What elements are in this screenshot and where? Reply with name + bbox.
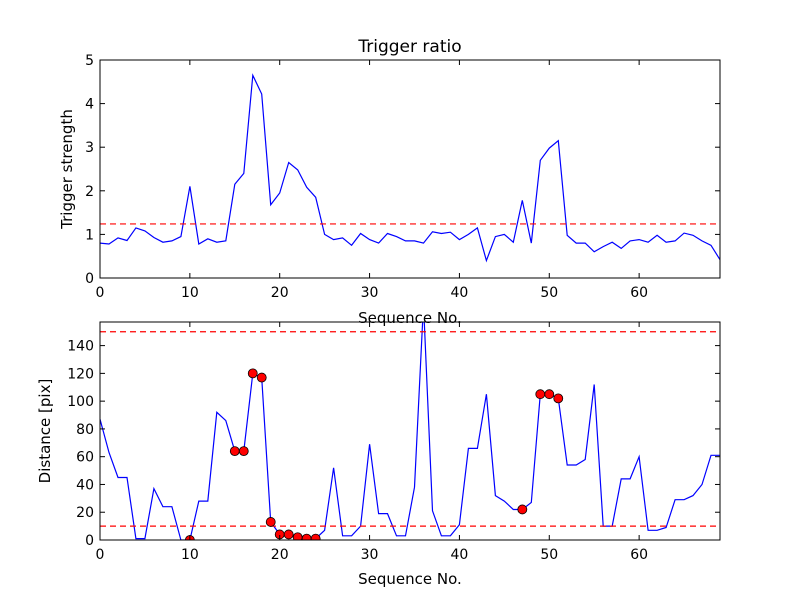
y-axis-label: Distance [pix] bbox=[36, 379, 54, 484]
plot-area bbox=[100, 73, 720, 263]
data-point-marker bbox=[301, 533, 312, 540]
x-tick-label: 10 bbox=[181, 285, 199, 301]
y-tick-label: 60 bbox=[76, 450, 94, 466]
data-point-marker bbox=[517, 504, 528, 515]
distance-chart: Sequence No. Distance [pix] 0 10 20 30 40 50 6… bbox=[36, 321, 721, 588]
x-tick-label: 40 bbox=[451, 547, 469, 563]
x-axis-label: Sequence No. bbox=[358, 570, 462, 588]
data-point-marker bbox=[535, 389, 546, 400]
y-tick-label: 0 bbox=[85, 271, 94, 287]
y-tick-label: 100 bbox=[67, 394, 94, 410]
y-axis-label: Trigger strength bbox=[58, 109, 76, 230]
x-tick-label: 50 bbox=[540, 285, 558, 301]
x-tick-label: 40 bbox=[451, 285, 469, 301]
plot-area bbox=[100, 322, 720, 540]
data-point-marker bbox=[283, 529, 294, 540]
y-tick-label: 120 bbox=[67, 366, 94, 382]
axes: 0 10 20 30 40 50 60 0 1 2 3 4 5 bbox=[85, 53, 720, 301]
x-tick-label: 10 bbox=[181, 547, 199, 563]
x-axis-label: Sequence No. bbox=[358, 309, 462, 327]
y-tick-label: 2 bbox=[85, 184, 94, 200]
series-line bbox=[100, 73, 720, 263]
y-tick-label: 1 bbox=[85, 227, 94, 243]
data-point-marker bbox=[553, 393, 564, 404]
chart-title: Trigger ratio bbox=[357, 37, 461, 57]
x-tick-label: 0 bbox=[96, 547, 105, 563]
data-point-marker bbox=[256, 372, 267, 383]
y-tick-label: 40 bbox=[76, 477, 94, 493]
x-tick-label: 50 bbox=[540, 547, 558, 563]
y-tick-label: 4 bbox=[85, 97, 94, 113]
data-point-marker bbox=[310, 533, 321, 540]
data-point-marker bbox=[544, 389, 555, 400]
data-point-marker bbox=[265, 517, 276, 527]
y-tick-label: 140 bbox=[67, 339, 94, 355]
x-tick-label: 30 bbox=[361, 285, 379, 301]
axes-frame bbox=[99, 321, 721, 541]
y-tick-label: 0 bbox=[85, 533, 94, 549]
axes: 0 10 20 30 40 50 60 0 20 40 60 80 100 120 140 bbox=[67, 322, 720, 563]
x-tick-label: 60 bbox=[630, 547, 648, 563]
axes-frame bbox=[99, 59, 721, 279]
y-tick-label: 3 bbox=[85, 140, 94, 156]
data-point-marker bbox=[238, 446, 249, 457]
x-tick-label: 0 bbox=[96, 285, 105, 301]
x-tick-label: 20 bbox=[271, 285, 289, 301]
y-tick-label: 80 bbox=[76, 422, 94, 438]
x-tick-label: 60 bbox=[630, 285, 648, 301]
x-tick-label: 30 bbox=[361, 547, 379, 563]
data-point-marker bbox=[247, 368, 258, 379]
series-line bbox=[100, 322, 720, 540]
y-tick-label: 20 bbox=[76, 505, 94, 521]
y-tick-label: 5 bbox=[85, 53, 94, 69]
x-tick-label: 20 bbox=[271, 547, 289, 563]
data-point-marker bbox=[229, 446, 240, 457]
trigger-ratio-chart: Trigger ratio Sequence No. Trigger stren… bbox=[58, 37, 721, 327]
